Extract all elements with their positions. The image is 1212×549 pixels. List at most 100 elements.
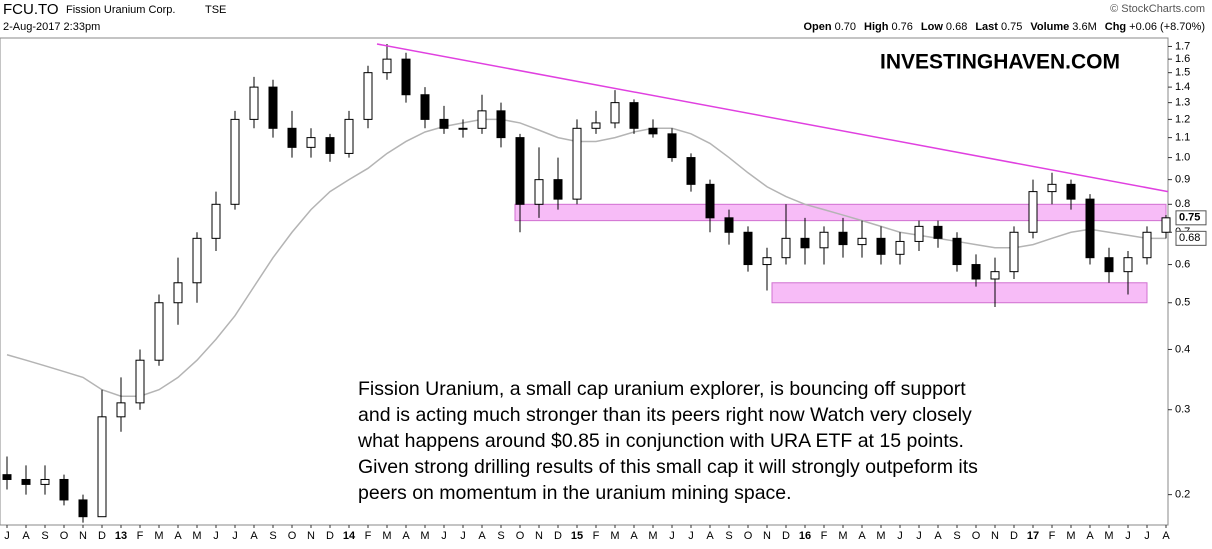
x-tick-label: M: [154, 530, 163, 542]
x-tick-label: O: [288, 530, 297, 542]
candle-body: [933, 225, 943, 239]
candle-body: [1047, 183, 1057, 193]
x-tick-label: A: [630, 530, 638, 542]
x-tick-label: N: [535, 530, 543, 542]
x-tick-label: 17: [1027, 530, 1039, 542]
quote-value: 0.76: [891, 21, 912, 33]
candle-body: [572, 127, 582, 200]
quote-label: High: [864, 21, 889, 33]
x-tick-label: J: [897, 530, 903, 542]
x-tick-label: M: [838, 530, 847, 542]
x-tick-label: M: [1066, 530, 1075, 542]
quote-label: Open: [803, 21, 831, 33]
x-tick-label: M: [420, 530, 429, 542]
x-tick-label: J: [669, 530, 675, 542]
candle-body: [116, 402, 126, 418]
candle-body: [1104, 257, 1114, 273]
price-label-box: [1175, 210, 1207, 226]
candle-body: [40, 478, 50, 485]
candle-body: [1161, 217, 1171, 233]
y-tick-label: 0.6: [1175, 258, 1190, 270]
candle-body: [439, 118, 449, 129]
x-tick-label: A: [858, 530, 866, 542]
x-tick-label: O: [744, 530, 753, 542]
candle-body: [249, 86, 259, 120]
candle-body: [667, 133, 677, 159]
y-tick-label: 1.0: [1175, 151, 1190, 163]
x-tick-label: M: [1104, 530, 1113, 542]
candle-body: [971, 264, 981, 280]
candle-body: [895, 240, 905, 255]
candle-body: [952, 237, 962, 266]
y-tick-label: 1.1: [1175, 132, 1190, 144]
candle-body: [990, 271, 1000, 280]
candle-body: [325, 137, 335, 154]
candle-body: [553, 179, 563, 200]
candle-body: [401, 58, 411, 96]
symbol: FCU.TO: [3, 1, 59, 18]
y-tick-label: 0.9: [1175, 174, 1190, 186]
candle-body: [762, 257, 772, 266]
x-tick-label: J: [4, 530, 10, 542]
candle-body: [819, 231, 829, 249]
x-tick-label: A: [706, 530, 714, 542]
candle-body: [2, 474, 12, 480]
date: 2-Aug-2017 2:33pm: [3, 21, 100, 33]
x-tick-label: 15: [571, 530, 583, 542]
x-tick-label: J: [232, 530, 238, 542]
x-tick-label: M: [382, 530, 391, 542]
x-tick-label: M: [648, 530, 657, 542]
x-tick-label: F: [137, 530, 144, 542]
candle-body: [211, 203, 221, 239]
x-tick-label: F: [1049, 530, 1056, 542]
x-tick-label: J: [916, 530, 922, 542]
x-tick-label: D: [1010, 530, 1018, 542]
candle-body: [914, 225, 924, 242]
y-tick-label: 1.2: [1175, 113, 1190, 125]
candle-body: [724, 217, 734, 233]
quote-value: 0.70: [835, 21, 856, 33]
x-tick-label: F: [593, 530, 600, 542]
x-tick-label: M: [876, 530, 885, 542]
candle-body: [876, 237, 886, 255]
source: © StockCharts.com: [1110, 3, 1205, 15]
watermark: INVESTINGHAVEN.COM: [880, 51, 1120, 74]
exchange: TSE: [205, 4, 226, 16]
x-tick-label: S: [725, 530, 732, 542]
candle-body: [781, 237, 791, 259]
x-tick-label: J: [1144, 530, 1150, 542]
quote-label: Last: [975, 21, 998, 33]
x-tick-label: J: [460, 530, 466, 542]
candle-body: [705, 183, 715, 219]
x-tick-label: A: [174, 530, 182, 542]
x-tick-label: J: [1125, 530, 1131, 542]
candle-body: [97, 416, 107, 518]
candle-body: [1009, 231, 1019, 273]
x-tick-label: M: [192, 530, 201, 542]
x-tick-label: F: [821, 530, 828, 542]
candle-body: [743, 231, 753, 266]
price-label: 0.75: [1179, 212, 1200, 224]
annotation: Fission Uranium, a small cap uranium exp…: [357, 378, 978, 504]
candle-body: [648, 127, 658, 135]
candle-body: [230, 118, 240, 205]
annotation-line: Fission Uranium, a small cap uranium exp…: [358, 378, 966, 400]
trendline: [376, 43, 1169, 193]
candle-body: [458, 127, 468, 130]
price-label-box: [1175, 230, 1207, 246]
annotation-line: Given strong drilling results of this sm…: [358, 456, 978, 478]
x-tick-label: J: [213, 530, 219, 542]
candle-body: [306, 137, 316, 148]
candle-body: [496, 110, 506, 139]
y-tick-label: 0.5: [1175, 297, 1190, 309]
y-tick-label: 1.7: [1175, 40, 1190, 52]
x-tick-label: A: [934, 530, 942, 542]
company-name: Fission Uranium Corp.: [66, 4, 175, 16]
candle-body: [78, 499, 88, 518]
candle-body: [268, 86, 278, 129]
x-tick-label: S: [269, 530, 276, 542]
quote-value: 0.68: [946, 21, 967, 33]
x-tick-label: A: [1086, 530, 1094, 542]
candle-body: [610, 102, 620, 124]
